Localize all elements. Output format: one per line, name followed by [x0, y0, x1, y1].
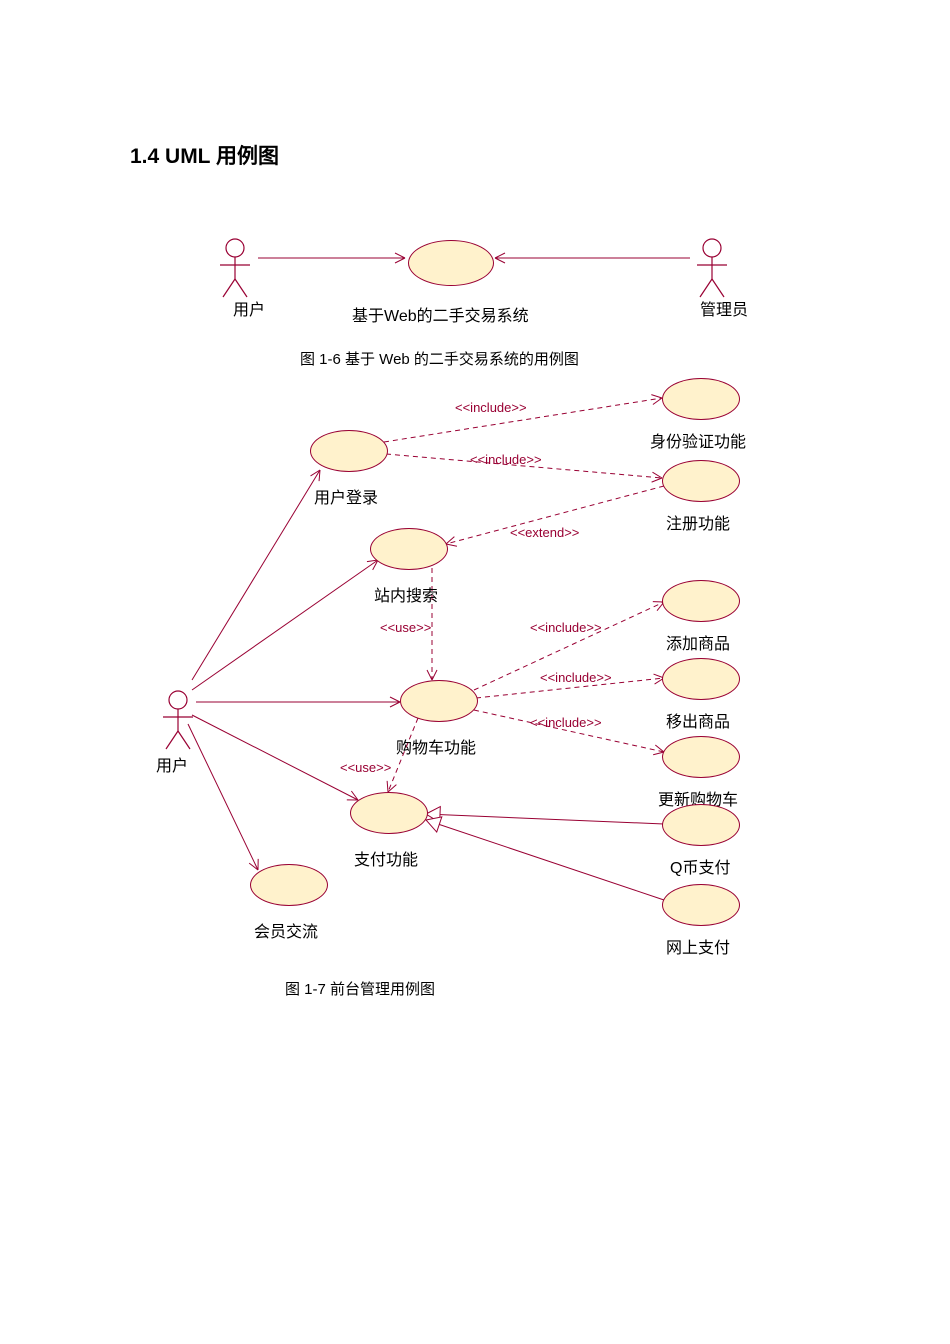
usecase-label-remove: 移出商品: [666, 708, 730, 732]
edge-label: <<use>>: [340, 760, 391, 775]
usecase-search: [370, 528, 448, 570]
usecase-auth: [662, 378, 740, 420]
diagram2-caption: 图 1-7 前台管理用例图: [285, 978, 435, 999]
usecase-label-member: 会员交流: [254, 918, 318, 942]
edge-label: <<include>>: [455, 400, 527, 415]
edge-label: <<include>>: [530, 715, 602, 730]
usecase-online: [662, 884, 740, 926]
usecase-label-qcoin: Q币支付: [670, 854, 730, 878]
usecase-remove: [662, 658, 740, 700]
usecase-login: [310, 430, 388, 472]
usecase-qcoin: [662, 804, 740, 846]
usecase-update: [662, 736, 740, 778]
usecase-add: [662, 580, 740, 622]
edge-label: <<include>>: [530, 620, 602, 635]
edge-label: <<use>>: [380, 620, 431, 635]
usecase-label-system: 基于Web的二手交易系统: [352, 302, 529, 326]
usecase-member: [250, 864, 328, 906]
edge-label: <<extend>>: [510, 525, 579, 540]
usecase-label-reg: 注册功能: [666, 510, 730, 534]
page: 1.4 UML 用例图 用户管理员基于Web的二手交易系统用户用户登录站内搜索购…: [0, 0, 950, 1344]
usecase-pay: [350, 792, 428, 834]
usecase-label-pay: 支付功能: [354, 846, 418, 870]
edge-label: <<include>>: [470, 452, 542, 467]
usecase-label-online: 网上支付: [666, 934, 730, 958]
actor-label-admin: 管理员: [700, 296, 748, 320]
usecase-system: [408, 240, 494, 286]
actor-label-user2: 用户: [156, 752, 188, 776]
usecase-label-cart: 购物车功能: [396, 734, 476, 758]
usecase-label-add: 添加商品: [666, 630, 730, 654]
diagram2-edges: [0, 0, 950, 1344]
actor-label-user: 用户: [233, 296, 265, 320]
usecase-cart: [400, 680, 478, 722]
usecase-reg: [662, 460, 740, 502]
edge-label: <<include>>: [540, 670, 612, 685]
usecase-label-auth: 身份验证功能: [650, 428, 746, 452]
usecase-label-login: 用户登录: [314, 484, 378, 508]
diagram1-caption: 图 1-6 基于 Web 的二手交易系统的用例图: [300, 348, 579, 369]
usecase-label-search: 站内搜索: [374, 582, 438, 606]
